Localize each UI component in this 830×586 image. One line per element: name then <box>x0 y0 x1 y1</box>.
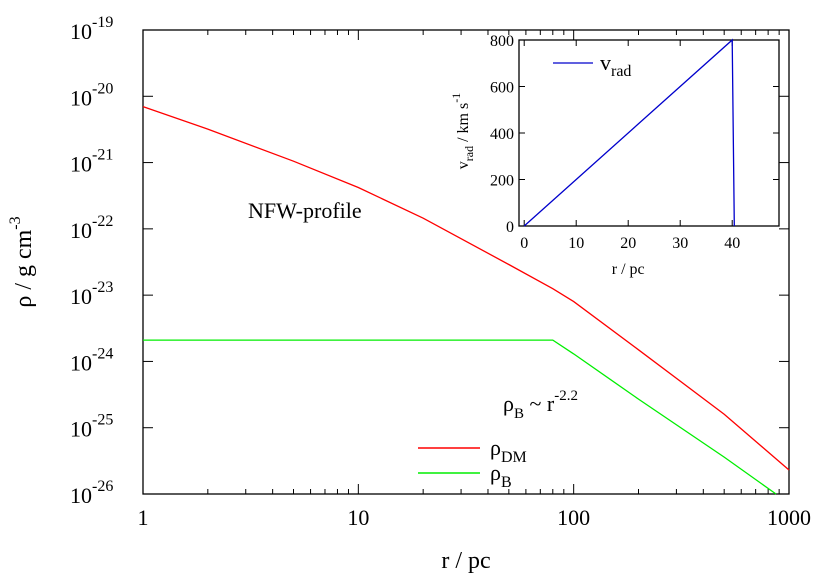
inset-y-tick-label: 600 <box>490 80 514 97</box>
y-tick-label: 10-24 <box>70 345 113 375</box>
inset-y-axis-label: vrad / km s-1 <box>449 93 476 169</box>
y-tick-label: 10-21 <box>70 147 113 177</box>
y-axis-label: ρ / g cm-3 <box>7 216 37 307</box>
legend-label-dm: ρDM <box>490 435 527 466</box>
main-plot: 1 10 100 100010-1910-2010-2110-2210-2310-24… <box>7 14 811 574</box>
y-tick-label: 10-22 <box>70 213 113 243</box>
y-tick-label: 10-23 <box>70 279 113 309</box>
inset-legend-label: vrad <box>600 50 631 80</box>
annotation-nfw-profile: NFW-profile <box>248 198 362 223</box>
y-tick-label: 10-26 <box>70 478 113 508</box>
main-plot-frame <box>142 29 790 495</box>
inset-y-tick-label: 200 <box>490 173 514 190</box>
x-tick-label: 10 <box>347 505 369 530</box>
x-axis-label: r / pc <box>441 548 490 574</box>
annotation-slope: ρB ~ r-2.2 <box>503 388 578 422</box>
inset-x-tick-label: 30 <box>672 235 688 252</box>
inset-y-tick-label: 0 <box>506 219 514 236</box>
y-tick-label: 10-19 <box>70 14 113 44</box>
inset-x-axis-label: r / pc <box>612 261 645 278</box>
inset-x-tick-label: 40 <box>724 235 740 252</box>
series-line-b <box>143 339 777 495</box>
x-tick-label: 100 <box>557 505 590 530</box>
inset-y-tick-label: 400 <box>490 126 514 143</box>
inset-series-line-vrad <box>523 38 735 227</box>
inset-y-tick-label: 800 <box>490 33 514 50</box>
x-tick-label: 1000 <box>767 505 811 530</box>
legend-label-b: ρB <box>490 460 512 491</box>
x-tick-label: 1 <box>138 505 149 530</box>
series-line-dm <box>142 105 790 471</box>
y-tick-label: 10-20 <box>70 80 113 110</box>
inset-frame <box>518 39 780 227</box>
inset-x-tick-label: 10 <box>568 235 584 252</box>
y-tick-label: 10-25 <box>70 412 113 442</box>
inset-x-tick-label: 0 <box>520 235 528 252</box>
inset-x-tick-label: 20 <box>620 235 636 252</box>
